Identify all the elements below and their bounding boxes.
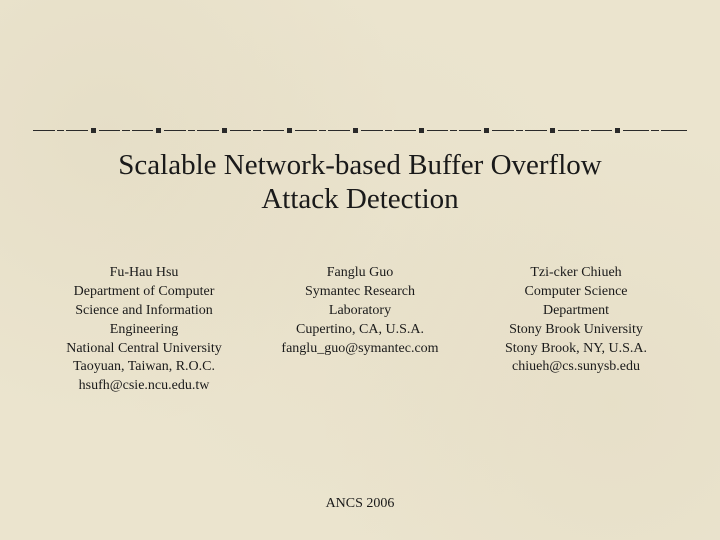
author-name: Fu-Hau Hsu bbox=[48, 264, 240, 283]
author-affil: Stony Brook, NY, U.S.A. bbox=[480, 340, 672, 359]
author-affil: Department of Computer bbox=[48, 283, 240, 302]
author-affil: Stony Brook University bbox=[480, 321, 672, 340]
author-affil: Cupertino, CA, U.S.A. bbox=[264, 321, 456, 340]
decorative-rule bbox=[32, 128, 688, 133]
author-affil: Symantec Research bbox=[264, 283, 456, 302]
author-email: fanglu_guo@symantec.com bbox=[264, 340, 456, 359]
slide-page: Scalable Network-based Buffer Overflow A… bbox=[0, 0, 720, 540]
author-email: chiueh@cs.sunysb.edu bbox=[480, 358, 672, 377]
author-right: Tzi-cker Chiueh Computer Science Departm… bbox=[480, 264, 672, 396]
slide-footer: ANCS 2006 bbox=[0, 496, 720, 512]
slide-title: Scalable Network-based Buffer Overflow A… bbox=[0, 148, 720, 216]
author-affil: Engineering bbox=[48, 321, 240, 340]
author-email: hsufh@csie.ncu.edu.tw bbox=[48, 377, 240, 396]
author-center: Fanglu Guo Symantec Research Laboratory … bbox=[264, 264, 456, 396]
title-line-1: Scalable Network-based Buffer Overflow bbox=[0, 148, 720, 182]
author-affil: Department bbox=[480, 302, 672, 321]
author-affil: Computer Science bbox=[480, 283, 672, 302]
author-affil: National Central University bbox=[48, 340, 240, 359]
author-affil: Taoyuan, Taiwan, R.O.C. bbox=[48, 358, 240, 377]
author-name: Tzi-cker Chiueh bbox=[480, 264, 672, 283]
author-left: Fu-Hau Hsu Department of Computer Scienc… bbox=[48, 264, 240, 396]
author-affil: Science and Information bbox=[48, 302, 240, 321]
author-name: Fanglu Guo bbox=[264, 264, 456, 283]
title-line-2: Attack Detection bbox=[0, 182, 720, 216]
author-affil: Laboratory bbox=[264, 302, 456, 321]
author-block: Fu-Hau Hsu Department of Computer Scienc… bbox=[48, 264, 672, 396]
